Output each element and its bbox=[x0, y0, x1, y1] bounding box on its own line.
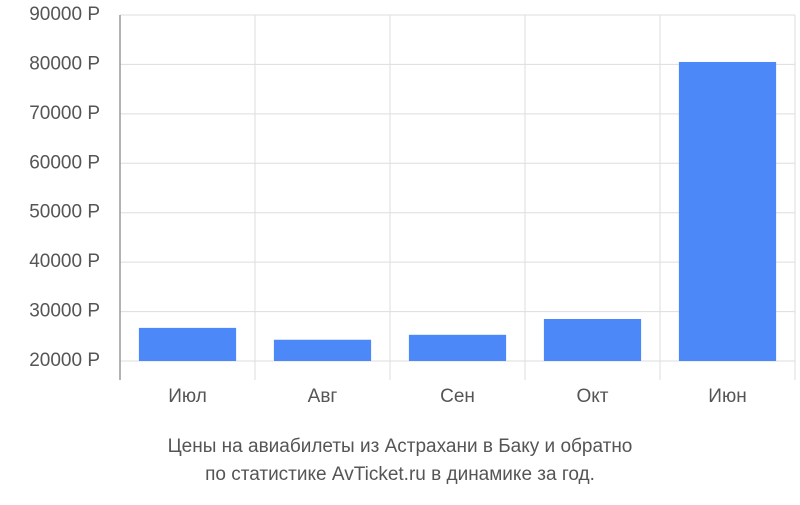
x-tick-label: Июл bbox=[168, 386, 207, 407]
x-tick-label: Июн bbox=[708, 386, 746, 407]
bar bbox=[678, 61, 777, 361]
x-tick-label: Авг bbox=[308, 386, 338, 407]
bar bbox=[408, 334, 507, 361]
y-tick-label: 70000 Р bbox=[29, 103, 100, 124]
y-tick-label: 30000 Р bbox=[29, 301, 100, 322]
bar bbox=[543, 318, 642, 361]
y-tick-label: 60000 Р bbox=[29, 152, 100, 173]
y-tick-label: 40000 Р bbox=[29, 251, 100, 272]
chart-title: Цены на авиабилеты из Астрахани в Баку и… bbox=[168, 436, 633, 457]
x-tick-label: Окт bbox=[576, 386, 608, 407]
y-tick-label: 90000 Р bbox=[29, 4, 100, 25]
y-tick-label: 20000 Р bbox=[29, 350, 100, 371]
bar bbox=[273, 339, 372, 361]
chart-title: по статистике AvTicket.ru в динамике за … bbox=[205, 464, 595, 485]
y-tick-label: 50000 Р bbox=[29, 202, 100, 223]
x-tick-label: Сен bbox=[440, 386, 475, 407]
y-tick-label: 80000 Р bbox=[29, 53, 100, 74]
bar bbox=[138, 327, 237, 361]
